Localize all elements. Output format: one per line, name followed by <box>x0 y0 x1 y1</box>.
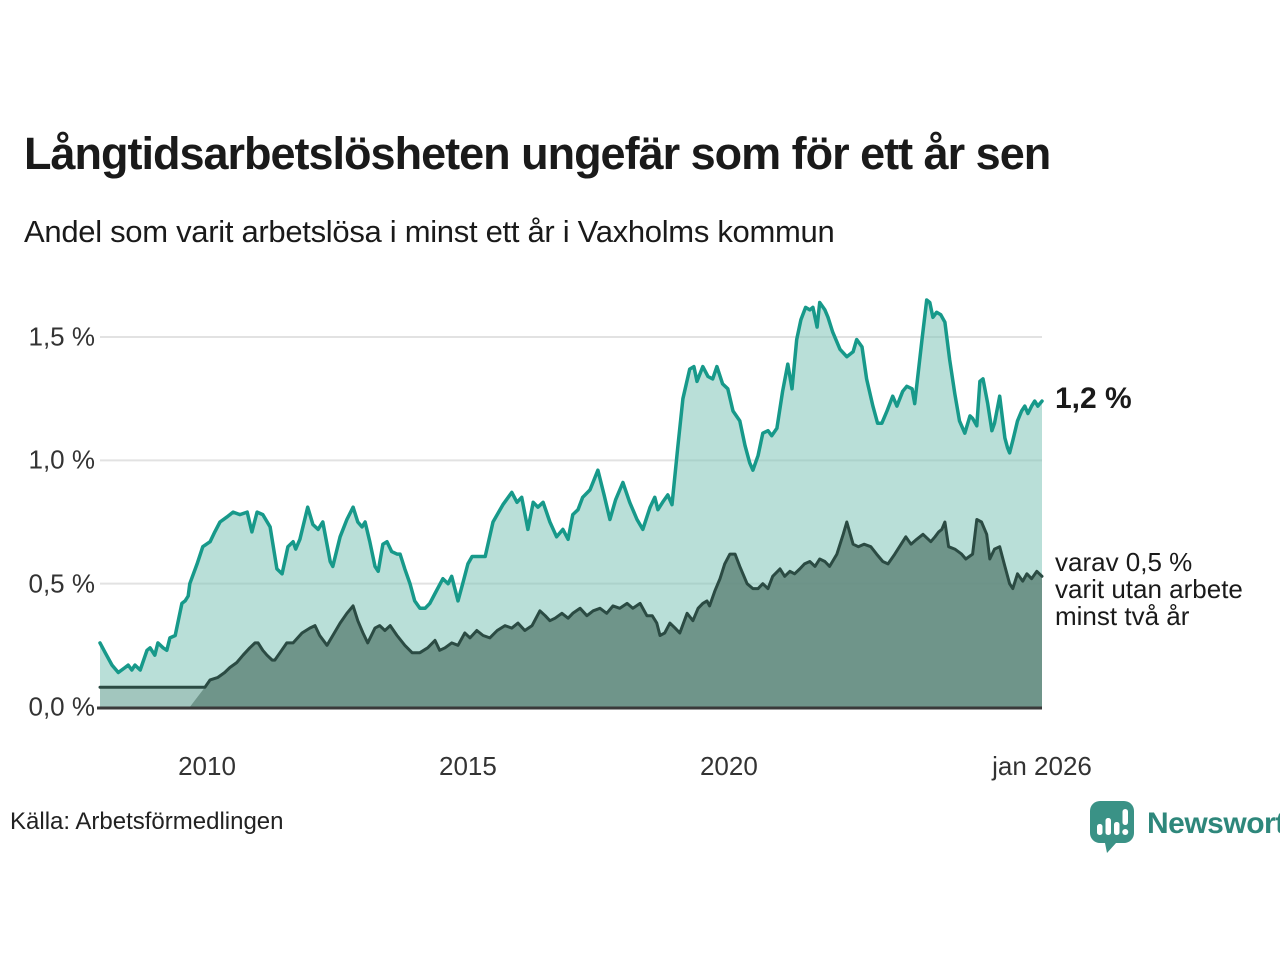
series-end-label-primary: 1,2 % <box>1055 381 1132 415</box>
series-end-label-secondary: varav 0,5 % varit utan arbete minst två … <box>1055 549 1243 630</box>
y-axis-tick-label: 0,0 % <box>28 691 96 722</box>
x-axis-tick-label: jan 2026 <box>992 751 1092 781</box>
newsworthy-logo-text: Newsworthy <box>1147 807 1280 840</box>
x-axis-tick-label: 2020 <box>699 751 758 781</box>
y-axis-tick-label: 1,0 % <box>28 444 96 475</box>
end-label-secondary-line3: minst två år <box>1055 601 1190 632</box>
y-axis-tick-label: 1,5 % <box>28 321 96 352</box>
x-axis-tick-label: 2015 <box>439 751 497 781</box>
end-label-secondary-line1: varav 0,5 % <box>1055 547 1193 578</box>
page-title: Långtidsarbetslösheten ungefär som för e… <box>24 128 1051 179</box>
source-attribution: Källa: Arbetsförmedlingen <box>10 808 284 835</box>
newsworthy-logo-icon <box>1090 801 1134 853</box>
end-label-secondary-line2: varit utan arbete <box>1055 574 1243 605</box>
chart-subtitle: Andel som varit arbetslösa i minst ett å… <box>24 214 835 249</box>
y-axis-tick-label: 0,5 % <box>28 568 96 599</box>
x-axis-tick-label: 2010 <box>178 751 236 781</box>
